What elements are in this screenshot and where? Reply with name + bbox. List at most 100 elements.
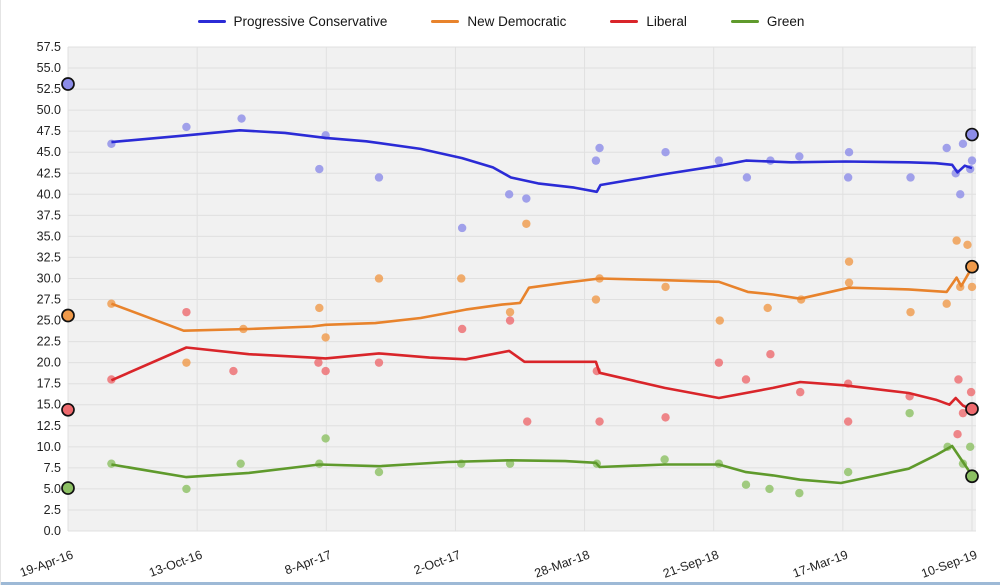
poll-point-progressive-conservative: [714, 156, 724, 165]
liberal-line-swatch-icon: [610, 19, 639, 23]
poll-point-new-democratic: [321, 333, 330, 342]
y-axis-tick-label: 25.0: [37, 314, 61, 328]
poll-point-progressive-conservative: [843, 173, 853, 182]
series-progressive-conservative: [61, 77, 979, 233]
y-axis-tick-label: 12.5: [37, 419, 61, 433]
poll-point-green: [660, 455, 669, 464]
y-axis-tick-label: 27.5: [37, 293, 61, 307]
y-axis-tick-label: 37.5: [37, 208, 61, 222]
poll-point-liberal: [661, 413, 670, 422]
legend-label-green: Green: [766, 13, 805, 29]
poll-point-progressive-conservative: [182, 122, 191, 132]
y-axis-tick-label: 42.5: [37, 166, 61, 180]
poll-point-progressive-conservative: [591, 156, 601, 165]
poll-point-new-democratic: [505, 307, 515, 317]
poll-point-liberal: [766, 350, 775, 359]
poll-point-new-democratic: [963, 240, 972, 250]
y-axis-tick-label: 57.5: [37, 40, 61, 54]
y-axis-tick-label: 45.0: [37, 145, 61, 159]
election-end-marker-liberal: [965, 402, 979, 416]
poll-point-new-democratic: [661, 282, 670, 292]
x-axis-tick-label: 19-Apr-16: [18, 548, 75, 580]
y-axis-tick-label: 20.0: [37, 356, 61, 370]
y-axis-tick-label: 50.0: [37, 103, 61, 117]
poll-point-liberal: [523, 417, 532, 426]
y-axis-tick-label: 35.0: [37, 229, 61, 243]
poll-point-new-democratic: [844, 278, 854, 287]
chart-legend: Progressive Conservative New Democratic …: [1, 8, 1000, 34]
plot-area: [68, 47, 976, 531]
poll-point-liberal: [457, 324, 467, 334]
poll-point-liberal: [966, 387, 976, 397]
poll-point-progressive-conservative: [661, 148, 670, 157]
poll-point-green: [321, 434, 330, 443]
trend-line-new-democratic: [110, 266, 974, 333]
poll-point-liberal: [182, 307, 191, 317]
poll-point-progressive-conservative: [504, 190, 514, 199]
window-bottom-edge: [1, 582, 1000, 585]
poll-point-progressive-conservative: [595, 143, 604, 153]
y-axis-tick-label: 52.5: [37, 82, 61, 96]
y-axis-tick-label: 30.0: [37, 271, 61, 285]
election-start-marker-green: [61, 481, 75, 495]
poll-point-liberal: [741, 375, 751, 384]
poll-point-liberal: [505, 316, 515, 325]
election-end-marker-new-democratic: [965, 259, 979, 274]
election-end-marker-green: [965, 469, 979, 484]
ndp-line-swatch-icon: [431, 19, 460, 23]
y-axis-tick-label: 32.5: [37, 250, 61, 264]
poll-point-progressive-conservative: [844, 148, 854, 157]
poll-point-new-democratic: [952, 236, 961, 245]
y-axis-tick-label: 10.0: [37, 440, 61, 454]
legend-item-progressive-conservative[interactable]: Progressive Conservative: [197, 14, 387, 29]
legend-item-liberal[interactable]: Liberal: [610, 14, 687, 29]
election-start-marker-progressive-conservative: [61, 77, 75, 91]
x-axis-tick-label: 2-Oct-17: [412, 548, 463, 578]
poll-point-progressive-conservative: [956, 190, 965, 199]
x-axis-tick-label: 8-Apr-17: [283, 548, 334, 578]
poll-point-new-democratic: [715, 316, 724, 325]
y-axis-tick-label: 5.0: [44, 482, 61, 496]
y-axis-tick-label: 2.5: [44, 503, 61, 517]
poll-point-green: [843, 467, 853, 477]
poll-point-new-democratic: [844, 257, 854, 266]
poll-point-liberal: [229, 366, 238, 376]
poll-point-new-democratic: [457, 274, 466, 283]
poll-point-green: [182, 484, 191, 494]
poll-point-liberal: [595, 417, 604, 426]
pc-line-swatch-icon: [197, 19, 226, 23]
poll-point-progressive-conservative: [906, 173, 915, 182]
legend-item-green[interactable]: Green: [730, 13, 805, 29]
poll-point-new-democratic: [967, 282, 977, 292]
poll-point-green: [905, 408, 914, 418]
poll-point-new-democratic: [942, 299, 951, 308]
poll-point-new-democratic: [763, 303, 772, 313]
x-axis-tick-label: 21-Sep-18: [661, 548, 721, 581]
poll-point-liberal: [953, 430, 962, 439]
poll-point-progressive-conservative: [237, 114, 246, 123]
green-line-swatch-icon: [730, 19, 759, 23]
y-axis-tick-label: 22.5: [37, 335, 61, 349]
series-liberal: [61, 307, 979, 439]
series-new-democratic: [61, 219, 979, 367]
y-axis-tick-label: 7.5: [44, 461, 61, 475]
poll-point-new-democratic: [522, 219, 531, 228]
poll-point-liberal: [314, 358, 323, 367]
poll-point-progressive-conservative: [457, 223, 467, 233]
poll-point-green: [107, 459, 116, 468]
poll-point-new-democratic: [315, 303, 324, 313]
legend-item-new-democratic[interactable]: New Democratic: [431, 14, 566, 29]
poll-point-new-democratic: [591, 295, 601, 304]
poll-point-liberal: [796, 387, 805, 397]
poll-point-liberal: [321, 366, 330, 376]
poll-point-green: [374, 467, 384, 477]
y-axis-tick-label: 0.0: [44, 524, 61, 538]
x-axis-tick-label: 17-Mar-19: [791, 548, 850, 581]
y-axis-tick-label: 47.5: [37, 124, 61, 138]
election-start-marker-liberal: [61, 402, 75, 417]
poll-point-new-democratic: [374, 274, 384, 283]
y-axis-tick-label: 17.5: [37, 377, 61, 391]
trend-line-green: [111, 444, 974, 485]
poll-point-liberal: [374, 358, 384, 367]
